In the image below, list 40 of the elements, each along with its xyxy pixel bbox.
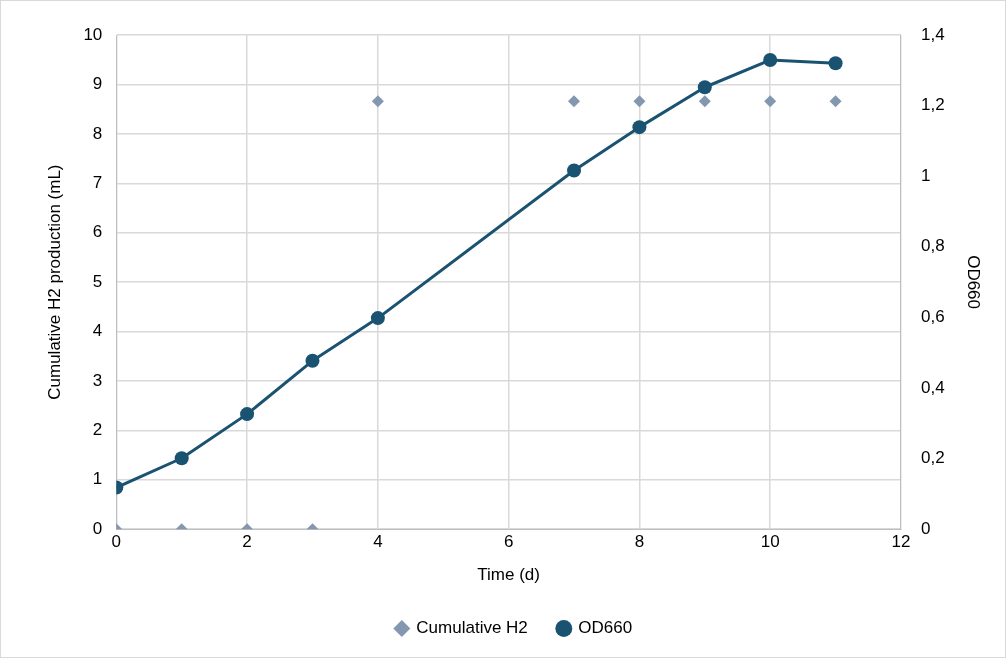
y-tick-label: 5 bbox=[92, 271, 103, 291]
x-tick-label: 10 bbox=[760, 532, 780, 552]
x-tick-label: 2 bbox=[242, 532, 252, 552]
y-tick-label: 3 bbox=[92, 370, 103, 390]
y-tick-label: 7 bbox=[92, 172, 103, 192]
y2-axis-title: OD660 bbox=[964, 255, 984, 310]
x-tick-label: 6 bbox=[503, 532, 514, 552]
y2-tick-label: 1,2 bbox=[920, 95, 945, 115]
y2-tick-label: 1,4 bbox=[920, 24, 945, 44]
point bbox=[305, 353, 320, 368]
y2-tick-label: 0,8 bbox=[920, 236, 945, 256]
y-tick-label: 10 bbox=[83, 24, 103, 44]
y-tick-label: 0 bbox=[92, 518, 103, 538]
y2-tick-label: 0,6 bbox=[920, 307, 945, 327]
y-tick-label: 1 bbox=[92, 469, 103, 489]
y-tick-label: 2 bbox=[92, 420, 103, 440]
legend-label: Cumulative H2 bbox=[416, 618, 528, 638]
x-tick-label: 8 bbox=[634, 532, 645, 552]
y2-tick-label: 0 bbox=[920, 518, 931, 538]
point bbox=[828, 56, 843, 71]
y-tick-label: 9 bbox=[92, 74, 103, 94]
y-tick-label: 6 bbox=[92, 222, 103, 242]
point bbox=[567, 163, 582, 178]
y-tick-label: 8 bbox=[92, 123, 103, 143]
x-tick-label: 12 bbox=[891, 532, 911, 552]
y2-tick-label: 0,4 bbox=[920, 377, 945, 397]
x-tick-label: 4 bbox=[373, 532, 383, 552]
point bbox=[697, 80, 712, 95]
x-axis-title: Time (d) bbox=[477, 565, 540, 585]
y-axis-title: Cumulative H2 production (mL) bbox=[44, 164, 64, 400]
point bbox=[763, 53, 778, 68]
y2-tick-label: 1 bbox=[920, 165, 931, 185]
y2-tick-label: 0,2 bbox=[920, 448, 945, 468]
point bbox=[174, 451, 189, 466]
point bbox=[632, 120, 647, 135]
legend-label: OD660 bbox=[578, 618, 633, 638]
point bbox=[370, 311, 385, 326]
x-tick-label: 0 bbox=[111, 532, 122, 552]
point bbox=[240, 407, 255, 422]
y-tick-label: 4 bbox=[92, 321, 103, 341]
